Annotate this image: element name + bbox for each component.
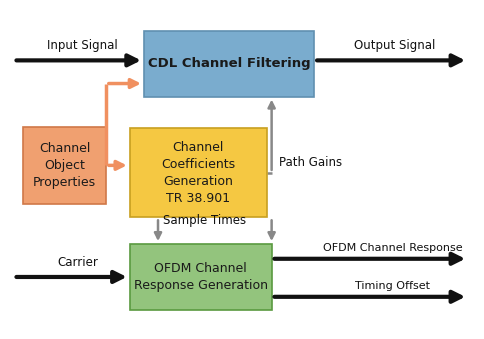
Text: Sample Times: Sample Times <box>163 214 246 227</box>
Text: Channel
Object
Properties: Channel Object Properties <box>33 142 96 189</box>
Text: Carrier: Carrier <box>57 256 98 269</box>
Text: Timing Offset: Timing Offset <box>355 281 430 291</box>
FancyBboxPatch shape <box>130 128 267 217</box>
Text: Output Signal: Output Signal <box>354 39 436 52</box>
Text: OFDM Channel Response: OFDM Channel Response <box>322 243 462 253</box>
Text: Input Signal: Input Signal <box>47 39 118 52</box>
FancyBboxPatch shape <box>23 126 106 204</box>
FancyBboxPatch shape <box>144 31 314 97</box>
Text: CDL Channel Filtering: CDL Channel Filtering <box>148 57 310 70</box>
FancyBboxPatch shape <box>130 244 272 310</box>
Text: OFDM Channel
Response Generation: OFDM Channel Response Generation <box>134 262 268 292</box>
Text: Path Gains: Path Gains <box>279 157 342 170</box>
Text: Channel
Coefficients
Generation
TR 38.901: Channel Coefficients Generation TR 38.90… <box>161 141 235 205</box>
